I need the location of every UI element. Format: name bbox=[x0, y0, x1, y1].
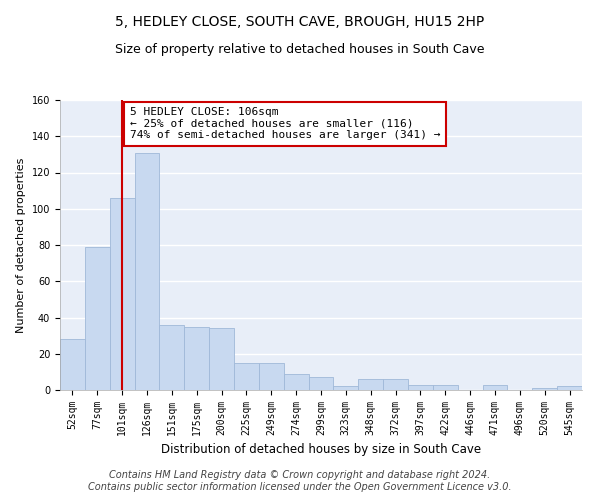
Bar bbox=[160, 325, 184, 390]
Text: 5 HEDLEY CLOSE: 106sqm
← 25% of detached houses are smaller (116)
74% of semi-de: 5 HEDLEY CLOSE: 106sqm ← 25% of detached… bbox=[130, 108, 440, 140]
Text: Distribution of detached houses by size in South Cave: Distribution of detached houses by size … bbox=[161, 442, 481, 456]
Bar bbox=[259, 363, 284, 390]
Bar bbox=[308, 378, 334, 390]
Bar bbox=[209, 328, 234, 390]
Bar bbox=[334, 386, 358, 390]
Bar bbox=[110, 198, 134, 390]
Bar bbox=[408, 384, 433, 390]
Bar bbox=[134, 152, 160, 390]
Bar bbox=[60, 339, 85, 390]
Bar bbox=[383, 379, 408, 390]
Y-axis label: Number of detached properties: Number of detached properties bbox=[16, 158, 26, 332]
Bar bbox=[532, 388, 557, 390]
Bar bbox=[433, 384, 458, 390]
Bar bbox=[557, 386, 582, 390]
Text: Contains HM Land Registry data © Crown copyright and database right 2024.: Contains HM Land Registry data © Crown c… bbox=[109, 470, 491, 480]
Bar bbox=[482, 384, 508, 390]
Bar bbox=[358, 379, 383, 390]
Text: Contains public sector information licensed under the Open Government Licence v3: Contains public sector information licen… bbox=[88, 482, 512, 492]
Bar bbox=[234, 363, 259, 390]
Text: Size of property relative to detached houses in South Cave: Size of property relative to detached ho… bbox=[115, 42, 485, 56]
Bar bbox=[284, 374, 308, 390]
Bar bbox=[85, 247, 110, 390]
Text: 5, HEDLEY CLOSE, SOUTH CAVE, BROUGH, HU15 2HP: 5, HEDLEY CLOSE, SOUTH CAVE, BROUGH, HU1… bbox=[115, 15, 485, 29]
Bar bbox=[184, 326, 209, 390]
